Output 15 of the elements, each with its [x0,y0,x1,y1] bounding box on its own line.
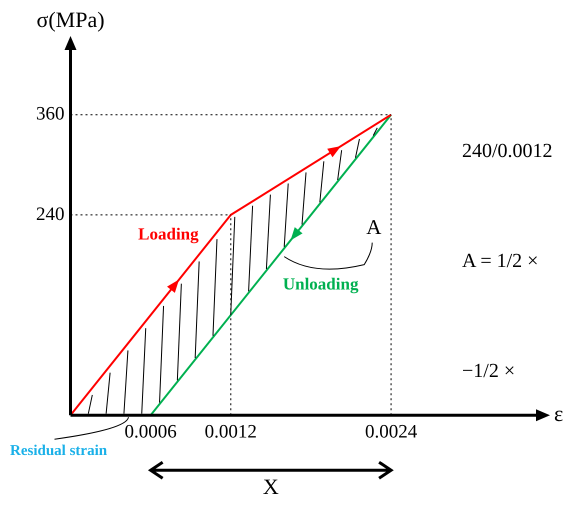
x-tick-label: 0.0024 [364,422,418,443]
annotation: −1/2 × [462,360,516,383]
annotation: A = 1/2 × [462,250,538,273]
y-tick-label: 240 [36,204,64,225]
x-tick-label: 0.0006 [124,422,177,443]
y-tick-label: 360 [36,104,64,125]
x-tick-label: 0.0012 [204,422,257,443]
annotation: A [366,214,382,240]
series-label: Loading [138,224,200,244]
series-label: Unloading [282,274,359,294]
annotation: 240/0.0012 [462,140,553,163]
text: Residual strain [10,443,108,460]
x-axis-title: ε [554,400,564,426]
text: X [262,474,279,500]
y-axis-title: σ(MPa) [36,6,105,32]
